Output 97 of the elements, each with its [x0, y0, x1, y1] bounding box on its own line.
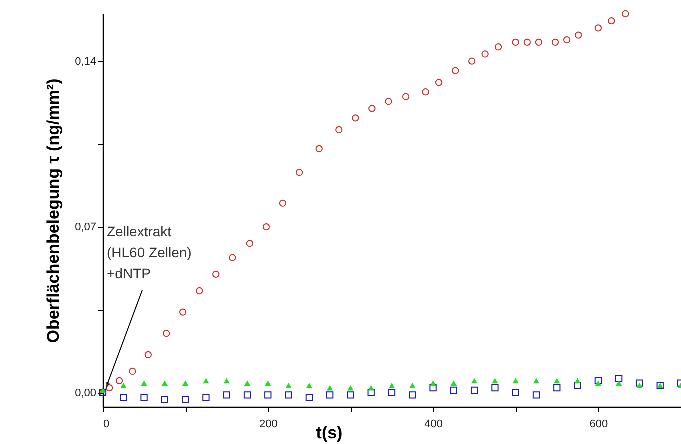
point [636, 383, 643, 388]
point [368, 385, 374, 391]
point [141, 380, 148, 386]
point [212, 270, 220, 278]
point [594, 24, 602, 32]
point [368, 105, 376, 112]
point [450, 386, 458, 394]
point [608, 18, 616, 25]
x-axis-title: t(s) [316, 424, 343, 442]
point [594, 377, 602, 385]
point [162, 380, 168, 386]
point [285, 392, 292, 399]
point [482, 50, 489, 58]
y-axis-title: Oberflächenbelegung τ (ng/mm²) [44, 78, 64, 344]
point [575, 32, 582, 39]
point [180, 308, 187, 316]
point [471, 378, 478, 384]
point [203, 378, 210, 384]
point [554, 378, 560, 384]
point [182, 380, 189, 386]
point [116, 377, 124, 385]
point [326, 385, 334, 391]
point [430, 384, 437, 392]
point [100, 388, 106, 394]
point [388, 383, 396, 388]
point [512, 38, 520, 46]
point [622, 10, 630, 18]
point [494, 44, 502, 51]
point [244, 392, 252, 399]
x-tick-label: 200 [259, 418, 278, 430]
point [574, 378, 581, 384]
point [306, 383, 313, 388]
point [336, 126, 343, 134]
point [422, 88, 430, 96]
point [202, 394, 210, 402]
point [246, 240, 254, 248]
point [388, 389, 396, 396]
point [106, 384, 114, 392]
point [196, 287, 204, 295]
point [524, 38, 531, 46]
point [264, 392, 272, 399]
point [452, 67, 460, 74]
point [161, 396, 169, 404]
point [316, 145, 323, 153]
point [595, 380, 602, 386]
point [229, 254, 236, 262]
point [468, 58, 476, 65]
point [182, 396, 190, 404]
x-tick-label: 600 [590, 418, 608, 430]
point [144, 351, 152, 358]
point [450, 380, 458, 386]
point [574, 382, 582, 390]
point [552, 38, 560, 46]
point [326, 392, 334, 399]
y-tick-label: 0,00 [75, 387, 96, 400]
point [140, 394, 148, 402]
point [224, 378, 230, 384]
point [563, 36, 571, 44]
point [296, 169, 304, 176]
x-tick-label: 0 [104, 418, 110, 430]
point [129, 368, 136, 376]
point [223, 392, 230, 399]
point [615, 375, 623, 382]
point [306, 394, 314, 402]
point [352, 114, 360, 122]
y-tick-label: 0,07 [75, 222, 96, 234]
annotation: Zellextrakt (HL60 Zellen) +dNTP [107, 223, 192, 282]
point [348, 385, 354, 391]
point [435, 79, 443, 86]
point [163, 330, 170, 338]
point [402, 93, 410, 100]
point [636, 380, 644, 387]
point [262, 223, 270, 231]
point [492, 384, 499, 392]
point [385, 98, 392, 106]
point [512, 378, 519, 384]
x-tick-label: 400 [424, 418, 443, 430]
point [265, 380, 272, 386]
point [532, 392, 540, 399]
point [120, 383, 127, 388]
point [492, 378, 498, 384]
point [533, 378, 540, 384]
point [554, 384, 561, 392]
point [120, 394, 128, 402]
point [286, 383, 292, 388]
point [368, 389, 375, 396]
point [512, 389, 520, 396]
point [430, 380, 436, 386]
point [470, 386, 478, 394]
y-tick-label: 0,14 [75, 56, 96, 68]
point [347, 392, 354, 399]
point [244, 380, 251, 386]
point [616, 380, 622, 386]
point [279, 200, 287, 207]
point [409, 392, 416, 399]
point [535, 38, 543, 46]
point [410, 383, 416, 388]
